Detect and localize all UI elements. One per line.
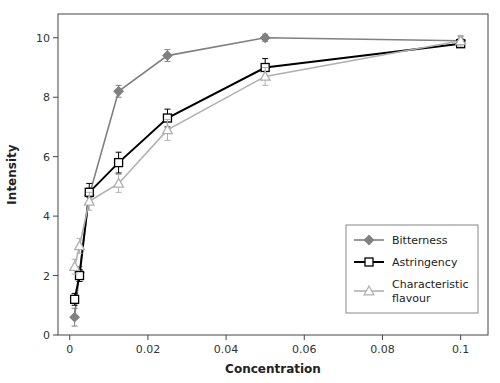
background (0, 0, 500, 383)
x-tick (69, 335, 70, 340)
x-tick-label: 0.02 (136, 343, 161, 356)
x-tick (304, 335, 305, 340)
legend-label: Characteristicflavour (392, 278, 469, 305)
x-axis-label: Concentration (225, 362, 321, 376)
legend-marker (365, 258, 373, 266)
point (163, 51, 172, 60)
legend-marker (364, 286, 374, 295)
y-tick (53, 335, 58, 336)
point (114, 87, 123, 96)
chart: 0 0.02 0.04 0.06 0.08 0.1 0 2 4 6 8 10 Concentration… (0, 0, 500, 383)
x-tick-label: 0.06 (292, 343, 317, 356)
x-tick-label: 0.04 (214, 343, 239, 356)
series (70, 35, 466, 274)
y-tick-label: 8 (43, 91, 50, 104)
x-tick (382, 335, 383, 340)
y-tick-label: 0 (43, 329, 50, 342)
y-tick (53, 156, 58, 157)
x-tick-label: 0 (66, 343, 73, 356)
y-tick-label: 2 (43, 270, 50, 283)
error-bar (116, 152, 122, 173)
point (261, 33, 270, 42)
y-tick (53, 37, 58, 38)
x-tick-label: 0.08 (370, 343, 395, 356)
point (456, 36, 465, 45)
plot-frame (58, 14, 488, 335)
x-tick (460, 335, 461, 340)
x-tick (226, 335, 227, 340)
y-tick-label: 6 (43, 151, 50, 164)
y-tick (53, 216, 58, 217)
point (70, 262, 80, 271)
legend-item: Astringency (354, 256, 458, 269)
y-tick-label: 4 (43, 210, 50, 223)
point (70, 313, 79, 322)
legend-item: Characteristicflavour (354, 278, 469, 305)
legend-item: Bitterness (354, 234, 448, 247)
axes: 0 0.02 0.04 0.06 0.08 0.1 0 2 4 6 8 10 (36, 14, 488, 356)
point (71, 295, 79, 303)
x-tick (147, 335, 148, 340)
x-tick-label: 0.1 (452, 343, 470, 356)
legend-marker (365, 236, 374, 245)
error-bar (77, 270, 83, 282)
legend-label: Bitterness (392, 234, 448, 247)
point (76, 272, 84, 280)
point (84, 196, 94, 205)
legend: Bitterness Astringency Characteristicflavo… (346, 225, 478, 313)
point (260, 71, 270, 80)
legend-label: Astringency (392, 256, 458, 269)
point (163, 125, 173, 134)
y-tick (53, 97, 58, 98)
legend-box (346, 225, 478, 313)
point (456, 36, 466, 45)
series-line (75, 44, 461, 300)
series (71, 40, 465, 306)
y-tick-label: 10 (36, 32, 50, 45)
point (75, 241, 85, 250)
point (114, 178, 124, 187)
y-tick (53, 275, 58, 276)
error-bar (72, 293, 78, 305)
point (115, 159, 123, 167)
y-axis-label: Intensity (5, 144, 19, 204)
